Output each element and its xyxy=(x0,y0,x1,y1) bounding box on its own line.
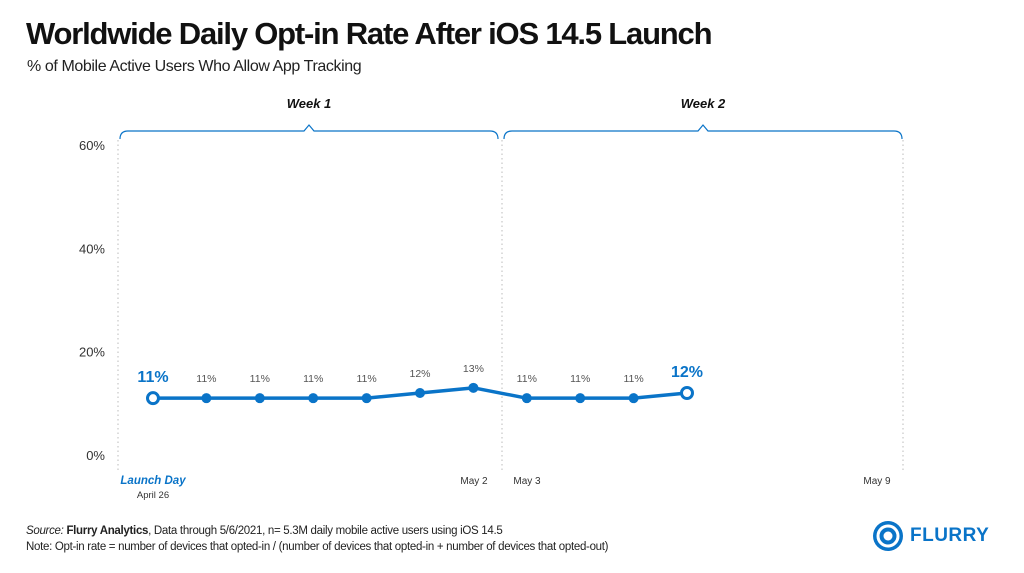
flurry-logo: FLURRY xyxy=(872,520,989,552)
chart-title: Worldwide Daily Opt-in Rate After iOS 14… xyxy=(26,16,713,51)
data-point xyxy=(468,382,479,393)
data-label: 13% xyxy=(463,363,484,375)
line-chart: 0% 20% 40% 60% Week 1 Week 2 11% 11% 11% 11% 11% 12… xyxy=(79,96,904,501)
x-tick-label: May 2 xyxy=(460,476,488,487)
week-bracket xyxy=(503,124,903,140)
data-point-highlight xyxy=(680,386,694,400)
data-point xyxy=(575,393,586,404)
source-name: Flurry Analytics xyxy=(66,525,149,537)
y-tick-label: 20% xyxy=(79,345,105,360)
data-point-highlight xyxy=(146,391,160,406)
logo-text: FLURRY xyxy=(910,525,990,546)
data-label: 11% xyxy=(196,373,216,385)
week-label: Week 1 xyxy=(287,96,332,111)
x-tick-label: May 3 xyxy=(513,476,541,487)
source-details: , Data through 5/6/2021, n= 5.3M daily m… xyxy=(148,525,503,537)
data-point xyxy=(521,393,532,404)
week-label: Week 2 xyxy=(681,96,726,111)
data-label: 11% xyxy=(250,373,270,385)
data-point xyxy=(254,393,265,404)
data-point xyxy=(361,393,372,404)
data-label: 11% xyxy=(356,373,376,385)
x-tick-label-launch-day: Launch Day xyxy=(120,475,186,487)
data-label: 11% xyxy=(517,373,537,385)
x-tick-sublabel: April 26 xyxy=(137,490,169,501)
data-point xyxy=(308,393,319,404)
method-note: Note: Opt-in rate = number of devices th… xyxy=(26,541,609,553)
data-label: 11% xyxy=(623,373,643,385)
x-tick-label: May 9 xyxy=(863,476,891,487)
data-point xyxy=(628,393,639,404)
y-tick-label: 0% xyxy=(86,448,105,463)
y-tick-label: 40% xyxy=(79,241,105,256)
chart-subtitle: % of Mobile Active Users Who Allow App T… xyxy=(27,58,362,75)
data-label: 12% xyxy=(409,368,430,380)
data-point xyxy=(201,393,212,404)
data-label: 11% xyxy=(303,373,323,385)
week-bracket xyxy=(119,124,499,140)
data-point xyxy=(415,388,425,398)
data-label: 12% xyxy=(671,364,703,381)
data-label: 11% xyxy=(137,369,168,386)
flurry-logo-icon xyxy=(873,521,903,551)
y-tick-label: 60% xyxy=(79,138,105,153)
data-label: 11% xyxy=(570,373,590,385)
source-note: Source: Flurry Analytics, Data through 5… xyxy=(26,525,503,537)
source-prefix: Source: xyxy=(26,525,67,537)
